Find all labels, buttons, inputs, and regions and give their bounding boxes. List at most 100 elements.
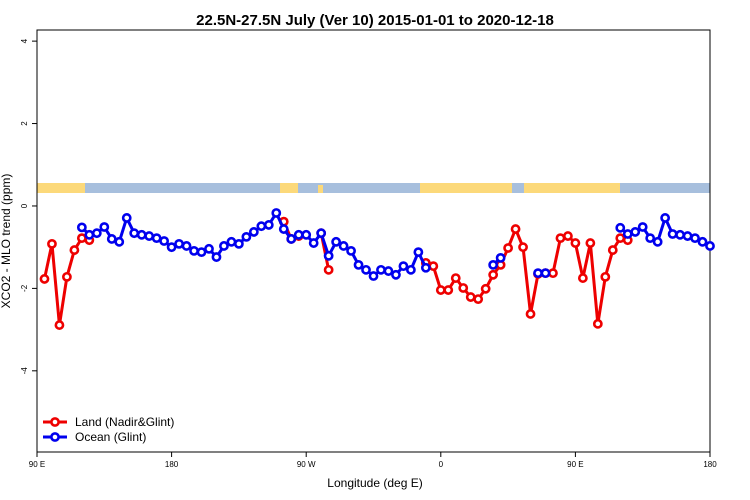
- data-point: [263, 220, 274, 230]
- data-point: [667, 229, 678, 239]
- data-point: [129, 228, 140, 239]
- data-point: [76, 233, 87, 244]
- chart-title: 22.5N-27.5N July (Ver 10) 2015-01-01 to …: [196, 12, 554, 29]
- data-point: [91, 228, 102, 239]
- y-axis-label: XCO2 - MLO trend (ppm): [0, 174, 13, 309]
- data-point: [480, 283, 491, 294]
- data-point: [293, 229, 304, 240]
- data-point: [495, 252, 506, 263]
- data-point: [368, 271, 379, 281]
- data-point: [376, 264, 386, 275]
- data-point: [331, 236, 342, 247]
- data-point: [533, 268, 543, 279]
- data-point: [630, 227, 641, 237]
- data-point: [136, 229, 147, 240]
- data-point: [233, 238, 244, 249]
- land-strip: [420, 183, 512, 193]
- data-point: [316, 228, 327, 239]
- data-point: [256, 221, 267, 232]
- land-strip: [280, 183, 298, 193]
- legend-label: Land (Nadir&Glint): [75, 415, 174, 429]
- data-point: [196, 247, 207, 258]
- data-point: [248, 227, 259, 237]
- data-point: [503, 243, 513, 253]
- data-point: [189, 245, 199, 256]
- data-point: [592, 318, 603, 329]
- legend-label: Ocean (Glint): [75, 430, 146, 444]
- data-point: [346, 245, 356, 256]
- data-point: [226, 236, 237, 247]
- data-point: [159, 236, 170, 246]
- y-tick-label: 0: [20, 203, 29, 208]
- data-point: [697, 236, 708, 247]
- data-point: [144, 231, 155, 241]
- data-point: [54, 320, 65, 330]
- data-point: [76, 222, 87, 233]
- data-point: [690, 233, 700, 244]
- data-point: [383, 266, 394, 276]
- data-point: [174, 238, 184, 249]
- x-tick-label: 90 E: [567, 460, 583, 469]
- x-tick-label: 180: [703, 460, 717, 469]
- data-point: [540, 268, 551, 279]
- data-point: [443, 285, 454, 295]
- data-point: [428, 261, 439, 272]
- data-point: [323, 264, 334, 275]
- data-point: [338, 241, 349, 251]
- data-point: [39, 274, 50, 284]
- data-point: [615, 222, 626, 233]
- x-tick-label: 180: [165, 460, 179, 469]
- data-point: [219, 241, 229, 251]
- data-point: [398, 261, 409, 272]
- data-point: [151, 233, 162, 244]
- y-tick-label: 4: [20, 38, 29, 43]
- data-point: [510, 224, 521, 234]
- data-point: [705, 241, 715, 251]
- data-point: [361, 264, 371, 275]
- x-tick-label: 90 W: [297, 460, 316, 469]
- data-point: [323, 250, 334, 261]
- data-point: [473, 294, 484, 305]
- data-point: [458, 283, 469, 293]
- data-point: [211, 252, 222, 262]
- data-point: [570, 238, 581, 248]
- data-point: [465, 292, 476, 302]
- data-point: [301, 229, 312, 240]
- data-point: [682, 231, 693, 241]
- data-point: [69, 245, 80, 255]
- data-point: [413, 247, 424, 258]
- y-tick-label: -4: [20, 367, 29, 375]
- data-point: [47, 238, 57, 249]
- data-point: [84, 229, 95, 240]
- data-point: [577, 273, 588, 283]
- data-point: [181, 241, 192, 251]
- data-point: [391, 269, 401, 280]
- data-point: [488, 260, 499, 270]
- x-tick-label: 0: [439, 460, 444, 469]
- data-point: [652, 236, 663, 247]
- land-strip: [524, 183, 620, 193]
- data-point: [99, 222, 110, 232]
- data-point: [660, 213, 671, 223]
- data-point: [308, 238, 319, 248]
- data-point: [114, 236, 125, 247]
- data-point: [353, 260, 364, 270]
- ocean-strip: [37, 183, 710, 193]
- data-point: [622, 229, 633, 239]
- data-point: [241, 231, 252, 242]
- data-point: [286, 234, 297, 244]
- data-point: [675, 229, 685, 240]
- data-point: [525, 309, 536, 319]
- data-point: [435, 285, 446, 295]
- data-point: [645, 233, 656, 244]
- data-point: [607, 245, 618, 255]
- data-point: [166, 242, 177, 253]
- data-point: [278, 224, 289, 234]
- x-tick-label: 90 E: [29, 460, 45, 469]
- y-tick-label: 2: [20, 121, 29, 126]
- data-point: [600, 271, 611, 282]
- data-point: [106, 234, 117, 244]
- data-point: [615, 233, 626, 244]
